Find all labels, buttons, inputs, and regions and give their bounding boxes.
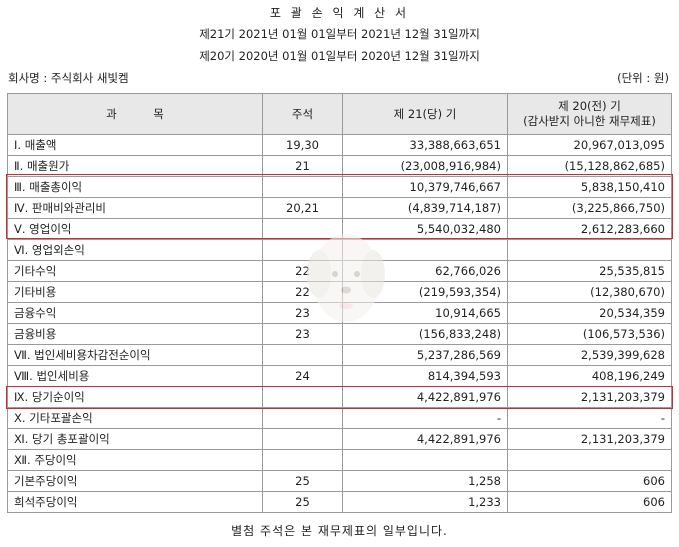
table-row: Ⅹ. 기타포괄손익 - - [7,407,672,429]
row-prior-value: 408,196,249 [507,365,672,387]
table-row: Ⅻ. 주당이익 [7,449,672,471]
row-note [262,407,343,429]
row-current-value: 814,394,593 [342,365,508,387]
row-prior-value: (106,573,536) [507,323,672,345]
row-account: 금융비용 [7,323,263,345]
header-account: 과 목 [7,93,263,135]
header-prior-period: 제 20(전) 기 (감사받지 아니한 재무제표) [507,93,672,135]
row-prior-value [507,239,672,261]
row-account: Ⅷ. 법인세비용 [7,365,263,387]
table-row: Ⅶ. 법인세비용차감전순이익 5,237,286,569 2,539,399,628 [7,344,672,366]
row-current-value: 5,237,286,569 [342,344,508,366]
row-note [262,428,343,450]
row-prior-value: 2,131,203,379 [507,428,672,450]
row-account: Ⅻ. 주당이익 [7,449,263,471]
row-prior-value: 2,612,283,660 [507,218,672,240]
table-row: Ⅲ. 매출총이익 10,379,746,667 5,838,150,410 [7,176,672,198]
row-prior-value: 5,838,150,410 [507,176,672,198]
row-account: Ⅹ. 기타포괄손익 [7,407,263,429]
row-note: 24 [262,365,343,387]
row-note: 21 [262,155,343,177]
table-row: 금융비용 23 (156,833,248) (106,573,536) [7,323,672,345]
income-statement-table: 과 목 주석 제 21(당) 기 제 20(전) 기 (감사받지 아니한 재무제… [7,93,672,513]
row-account: Ⅺ. 당기 총포괄이익 [7,428,263,450]
footer-note: 별첨 주석은 본 재무제표의 일부입니다. [231,524,448,538]
row-current-value: 1,258 [342,470,508,492]
header-prior-label: 제 20(전) 기 [558,99,621,113]
table-header-row: 과 목 주석 제 21(당) 기 제 20(전) 기 (감사받지 아니한 재무제… [7,93,672,135]
row-account: 희석주당이익 [7,491,263,513]
header-current-period: 제 21(당) 기 [342,93,508,135]
period-prior: 제20기 2020년 01월 01일부터 2020년 12월 31일까지 [199,49,480,63]
row-account: 기타수익 [7,260,263,282]
header-note: 주석 [262,93,343,135]
row-current-value: - [342,407,508,429]
unit-label: (단위 : 원) [617,71,669,85]
row-prior-value: 606 [507,470,672,492]
row-prior-value: 2,131,203,379 [507,386,672,408]
table-row: Ⅷ. 법인세비용 24 814,394,593 408,196,249 [7,365,672,387]
puppy-face-watermark-icon [307,234,385,322]
table-row: Ⅵ. 영업외손익 [7,239,672,261]
row-prior-value: (3,225,866,750) [507,197,672,219]
row-account: Ⅴ. 영업이익 [7,218,263,240]
row-note: 19,30 [262,134,343,156]
row-prior-value: 606 [507,491,672,513]
table-row: Ⅰ. 매출액 19,30 33,388,663,651 20,967,013,095 [7,134,672,156]
row-account: 기본주당이익 [7,470,263,492]
row-current-value: 4,422,891,976 [342,428,508,450]
table-row: Ⅺ. 당기 총포괄이익 4,422,891,976 2,131,203,379 [7,428,672,450]
row-prior-value: (12,380,670) [507,281,672,303]
table-row: Ⅸ. 당기순이익 4,422,891,976 2,131,203,379 [7,386,672,408]
table-row: 희석주당이익 25 1,233 606 [7,491,672,513]
row-prior-value: 2,539,399,628 [507,344,672,366]
row-account: 기타비용 [7,281,263,303]
row-account: Ⅰ. 매출액 [7,134,263,156]
row-current-value: 1,233 [342,491,508,513]
period-current: 제21기 2021년 01월 01일부터 2021년 12월 31일까지 [199,27,480,41]
header-prior-unaudited: (감사받지 아니한 재무제표) [523,114,656,128]
row-prior-value: 20,534,359 [507,302,672,324]
row-current-value: 33,388,663,651 [342,134,508,156]
row-current-value [342,449,508,471]
row-note: 25 [262,491,343,513]
table-row: 금융수익 23 10,914,665 20,534,359 [7,302,672,324]
row-account: 금융수익 [7,302,263,324]
row-note [262,449,343,471]
row-current-value: (4,839,714,187) [342,197,508,219]
highlight-box-net-income [6,386,673,409]
table-row: 기본주당이익 25 1,258 606 [7,470,672,492]
row-prior-value: - [507,407,672,429]
row-note [262,344,343,366]
row-prior-value [507,449,672,471]
table-row: Ⅴ. 영업이익 5,540,032,480 2,612,283,660 [7,218,672,240]
row-prior-value: 25,535,815 [507,260,672,282]
row-note: 25 [262,470,343,492]
row-account: Ⅶ. 법인세비용차감전순이익 [7,344,263,366]
company-name: 회사명 : 주식회사 새빛켐 [8,71,129,85]
row-prior-value: 20,967,013,095 [507,134,672,156]
statement-title: 포 괄 손 익 계 산 서 [269,6,410,20]
row-account: Ⅵ. 영업외손익 [7,239,263,261]
